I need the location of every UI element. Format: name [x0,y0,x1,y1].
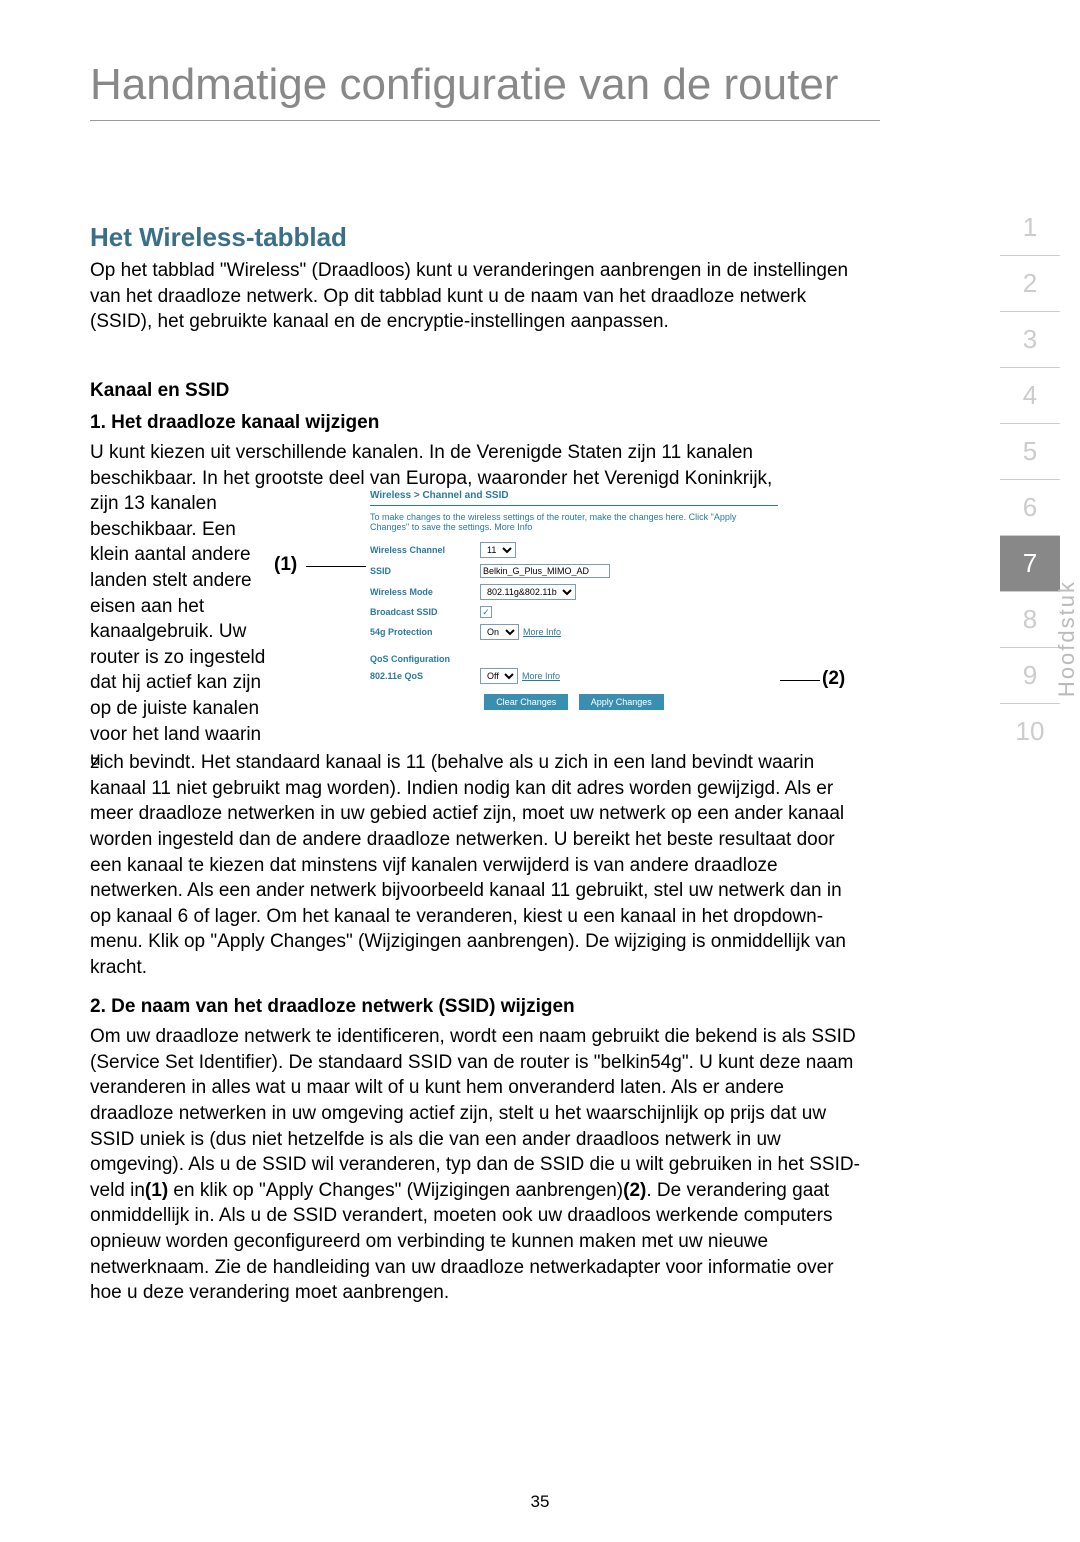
select-protection[interactable]: On [480,624,519,640]
link-more-info-qos[interactable]: More Info [522,671,560,681]
sidebar-item-6[interactable]: 6 [1000,479,1060,535]
section-heading: Het Wireless-tabblad [90,222,347,253]
paragraph-kanaal-bottom: zich bevindt. Het standaard kanaal is 11… [90,750,860,981]
label-broadcast-ssid: Broadcast SSID [370,607,480,617]
callout-1-label: (1) [274,554,297,576]
sidebar-item-1[interactable]: 1 [1000,200,1060,255]
row-wireless-mode: Wireless Mode 802.11g&802.11b [370,584,778,600]
label-wireless-mode: Wireless Mode [370,587,480,597]
subheading-kanaal-ssid: Kanaal en SSID [90,380,229,402]
instruction-text: To make changes to the wireless settings… [370,512,778,532]
select-wireless-channel[interactable]: 11 [480,542,516,558]
page-title: Handmatige configuratie van de router [90,60,838,110]
checkbox-broadcast-ssid[interactable]: ✓ [480,606,492,618]
input-ssid[interactable] [480,564,610,578]
sidebar-item-3[interactable]: 3 [1000,311,1060,367]
label-ssid: SSID [370,566,480,576]
text-part-a: Om uw draadloze netwerk te identificeren… [90,1026,860,1201]
label-wireless-channel: Wireless Channel [370,545,480,555]
title-underline [90,120,880,121]
bold-ref-2: (2) [623,1180,646,1201]
label-qos-config: QoS Configuration [370,654,778,664]
callout-1-line [306,566,366,567]
intro-paragraph: Op het tabblad "Wireless" (Draadloos) ku… [90,258,860,335]
row-protection: 54g Protection On More Info [370,624,778,640]
row-qos: 802.11e QoS Off More Info [370,668,778,684]
sidebar-item-5[interactable]: 5 [1000,423,1060,479]
router-ui-screenshot: Wireless > Channel and SSID To make chan… [370,490,778,740]
subheading-kanaal-wijzigen: 1. Het draadloze kanaal wijzigen [90,412,379,434]
sidebar-item-2[interactable]: 2 [1000,255,1060,311]
apply-changes-button[interactable]: Apply Changes [579,694,664,710]
clear-changes-button[interactable]: Clear Changes [484,694,568,710]
divider [370,505,778,506]
select-qos[interactable]: Off [480,668,518,684]
callout-2-line [780,680,820,681]
sidebar-vertical-label: Hoofdstuk [1054,580,1080,697]
text-part-b: en klik op "Apply Changes" (Wijzigingen … [168,1180,623,1201]
sidebar-item-9[interactable]: 9 [1000,647,1060,703]
row-ssid: SSID [370,564,778,578]
paragraph-kanaal-left: zijn 13 kanalen beschikbaar. Een klein a… [90,491,270,773]
callout-2-label: (2) [822,668,845,690]
subheading-ssid-wijzigen: 2. De naam van het draadloze netwerk (SS… [90,996,575,1018]
row-broadcast-ssid: Broadcast SSID ✓ [370,606,778,618]
paragraph-ssid: Om uw draadloze netwerk te identificeren… [90,1024,860,1306]
row-wireless-channel: Wireless Channel 11 [370,542,778,558]
bold-ref-1: (1) [145,1180,168,1201]
paragraph-kanaal-top: U kunt kiezen uit verschillende kanalen.… [90,440,860,491]
chapter-sidebar: 1 2 3 4 5 6 7 8 9 10 [1000,200,1060,759]
page-number: 35 [531,1492,550,1512]
sidebar-item-4[interactable]: 4 [1000,367,1060,423]
sidebar-item-7[interactable]: 7 [1000,535,1060,591]
label-protection: 54g Protection [370,627,480,637]
label-qos-802: 802.11e QoS [370,671,480,681]
sidebar-item-10[interactable]: 10 [1000,703,1060,759]
breadcrumb: Wireless > Channel and SSID [370,490,778,501]
select-wireless-mode[interactable]: 802.11g&802.11b [480,584,576,600]
button-row: Clear Changes Apply Changes [370,694,778,710]
sidebar-item-8[interactable]: 8 [1000,591,1060,647]
link-more-info-protection[interactable]: More Info [523,627,561,637]
